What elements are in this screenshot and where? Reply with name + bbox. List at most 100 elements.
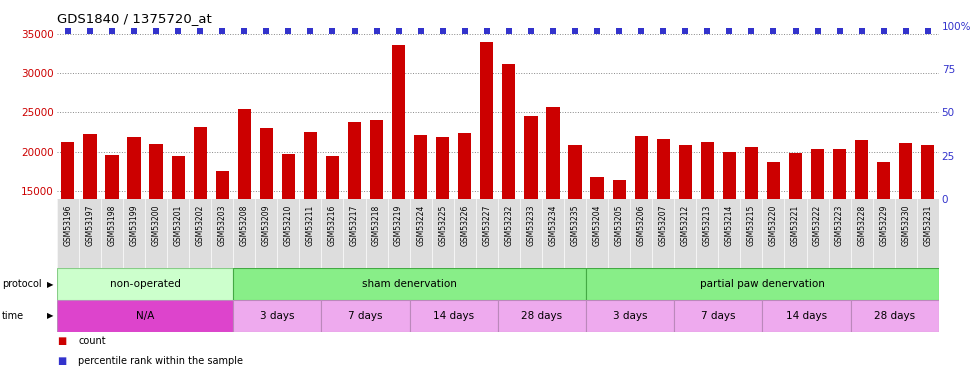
- Bar: [149, 144, 163, 309]
- Point: [545, 28, 561, 34]
- Bar: [436, 137, 449, 309]
- Point: [700, 28, 715, 34]
- Text: 28 days: 28 days: [874, 311, 915, 321]
- Bar: [304, 132, 318, 309]
- Text: GSM53196: GSM53196: [64, 204, 73, 246]
- Bar: [260, 128, 272, 309]
- Text: 14 days: 14 days: [433, 311, 474, 321]
- Bar: [237, 109, 251, 309]
- Text: GSM53218: GSM53218: [372, 204, 381, 246]
- Text: GSM53224: GSM53224: [416, 204, 425, 246]
- Point: [876, 28, 892, 34]
- Point: [303, 28, 318, 34]
- Text: 3 days: 3 days: [612, 311, 648, 321]
- Bar: [410, 300, 498, 332]
- Text: 14 days: 14 days: [786, 311, 827, 321]
- Point: [656, 28, 671, 34]
- Text: ■: ■: [57, 336, 66, 346]
- Point: [391, 28, 407, 34]
- Point: [236, 28, 252, 34]
- Point: [259, 28, 274, 34]
- Text: GSM53221: GSM53221: [791, 204, 800, 246]
- Text: GSM53227: GSM53227: [482, 204, 491, 246]
- Point: [148, 28, 164, 34]
- Bar: [502, 64, 515, 309]
- Bar: [233, 300, 321, 332]
- Text: GSM53233: GSM53233: [526, 204, 535, 246]
- Point: [82, 28, 98, 34]
- Point: [744, 28, 760, 34]
- Bar: [321, 300, 410, 332]
- Point: [677, 28, 693, 34]
- Text: partial paw denervation: partial paw denervation: [700, 279, 825, 289]
- Bar: [833, 149, 847, 309]
- Point: [809, 28, 825, 34]
- Bar: [657, 139, 670, 309]
- Text: sham denervation: sham denervation: [363, 279, 457, 289]
- Bar: [635, 136, 648, 309]
- Point: [788, 28, 804, 34]
- Text: GSM53220: GSM53220: [769, 204, 778, 246]
- Bar: [458, 133, 471, 309]
- Bar: [547, 107, 560, 309]
- Point: [368, 28, 384, 34]
- Text: GSM53231: GSM53231: [923, 204, 932, 246]
- Text: non-operated: non-operated: [110, 279, 180, 289]
- Text: count: count: [78, 336, 106, 346]
- Bar: [851, 300, 939, 332]
- Bar: [325, 156, 339, 309]
- Bar: [369, 120, 383, 309]
- Point: [567, 28, 583, 34]
- Point: [765, 28, 781, 34]
- Bar: [855, 140, 868, 309]
- Point: [832, 28, 848, 34]
- Point: [501, 28, 516, 34]
- Bar: [921, 146, 934, 309]
- Point: [60, 28, 75, 34]
- Bar: [586, 300, 674, 332]
- Point: [126, 28, 142, 34]
- Text: GSM53207: GSM53207: [659, 204, 667, 246]
- Text: ▶: ▶: [47, 280, 54, 289]
- Text: GSM53226: GSM53226: [461, 204, 469, 246]
- Bar: [674, 300, 762, 332]
- Bar: [524, 116, 537, 309]
- Bar: [57, 268, 233, 300]
- Bar: [127, 137, 141, 309]
- Text: GSM53225: GSM53225: [438, 204, 447, 246]
- Point: [215, 28, 230, 34]
- Point: [435, 28, 451, 34]
- Bar: [498, 300, 586, 332]
- Text: time: time: [2, 311, 24, 321]
- Point: [324, 28, 340, 34]
- Bar: [216, 171, 228, 309]
- Bar: [612, 180, 625, 309]
- Bar: [414, 135, 427, 309]
- Text: GSM53201: GSM53201: [173, 204, 182, 246]
- Text: 7 days: 7 days: [348, 311, 383, 321]
- Bar: [480, 42, 493, 309]
- Point: [721, 28, 737, 34]
- Text: 3 days: 3 days: [260, 311, 295, 321]
- Point: [523, 28, 539, 34]
- Bar: [83, 134, 96, 309]
- Bar: [789, 153, 802, 309]
- Bar: [172, 156, 184, 309]
- Text: GSM53204: GSM53204: [593, 204, 602, 246]
- Text: GSM53205: GSM53205: [614, 204, 623, 246]
- Point: [347, 28, 363, 34]
- Bar: [392, 45, 406, 309]
- Text: GSM53213: GSM53213: [703, 204, 711, 246]
- Bar: [193, 128, 207, 309]
- Text: GSM53228: GSM53228: [858, 204, 866, 246]
- Text: GSM53199: GSM53199: [129, 204, 138, 246]
- Text: 7 days: 7 days: [701, 311, 736, 321]
- Bar: [810, 149, 824, 309]
- Text: protocol: protocol: [2, 279, 41, 289]
- Text: ■: ■: [57, 356, 66, 366]
- Text: GSM53234: GSM53234: [549, 204, 558, 246]
- Point: [413, 28, 428, 34]
- Text: GSM53215: GSM53215: [747, 204, 756, 246]
- Bar: [586, 268, 939, 300]
- Bar: [678, 145, 692, 309]
